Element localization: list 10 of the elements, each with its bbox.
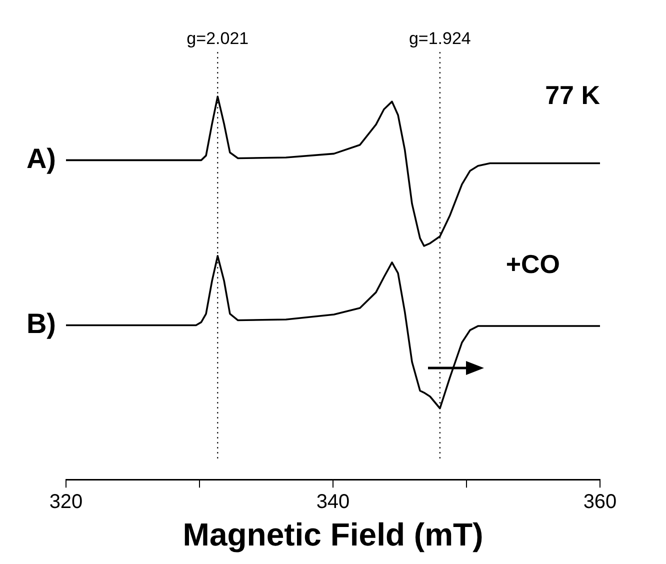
x-axis-title: Magnetic Field (mT) [182,516,484,553]
text: g=2.021 [186,29,249,48]
annotation: 77 K [545,80,600,110]
x-tick-label: 320 [49,491,83,514]
series-label: A) [26,142,56,174]
x-tick-label: 340 [316,491,350,514]
annotation: +CO [506,249,560,280]
x-tick-label: 360 [583,491,617,514]
text: g=1.924 [408,29,471,48]
series-label: B) [26,308,56,339]
